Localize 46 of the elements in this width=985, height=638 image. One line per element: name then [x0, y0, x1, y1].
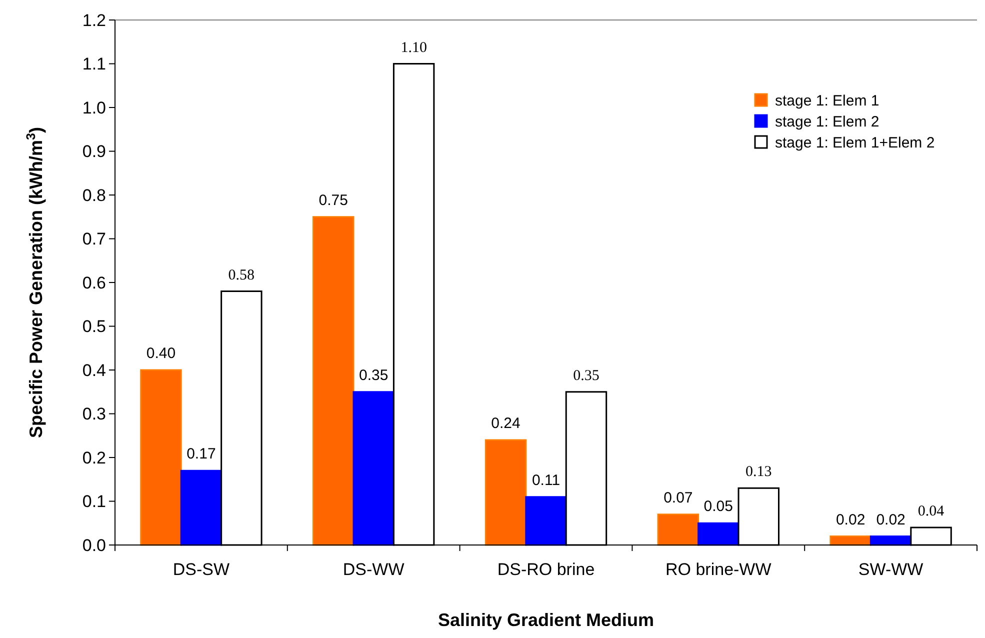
y-tick-label: 0.4 — [82, 360, 106, 380]
y-tick-label: 0.2 — [82, 448, 106, 468]
y-tick-label: 1.0 — [82, 98, 106, 118]
data-label: 0.05 — [704, 498, 733, 516]
y-tick-label: 0.1 — [82, 492, 106, 512]
bar — [180, 470, 222, 546]
bar — [657, 514, 700, 546]
bar — [352, 391, 394, 546]
data-label: 0.24 — [491, 415, 520, 432]
x-tick-label: DS-WW — [342, 560, 404, 579]
y-tick-label: 0.3 — [82, 404, 106, 424]
bar — [484, 439, 527, 546]
data-label: 0.02 — [876, 511, 906, 528]
legend-label: stage 1: Elem 1 — [775, 92, 880, 110]
data-label: 0.13 — [746, 464, 772, 480]
bar — [525, 496, 567, 546]
bar — [830, 536, 872, 546]
y-tick-label: 0.7 — [82, 230, 106, 249]
y-tick-label: 0.0 — [82, 536, 106, 555]
data-label: 1.10 — [400, 40, 427, 56]
x-tick-label: DS-SW — [172, 560, 230, 579]
data-label: 0.40 — [146, 345, 176, 362]
y-tick-label: 0.9 — [82, 142, 106, 162]
x-tick-label: DS-RO brine — [497, 560, 595, 579]
bar — [312, 216, 354, 546]
data-label: 0.35 — [359, 366, 388, 384]
y-tick-label: 0.6 — [82, 273, 106, 292]
data-label: 0.04 — [918, 504, 945, 520]
data-label: 0.75 — [318, 192, 348, 209]
data-label: 0.58 — [228, 267, 255, 284]
data-label: 0.11 — [532, 472, 560, 489]
data-label: 0.02 — [836, 511, 866, 528]
x-tick-label: SW-WW — [858, 560, 924, 579]
legend-label: stage 1: Elem 1+Elem 2 — [775, 134, 935, 152]
legend-label: stage 1: Elem 2 — [775, 113, 880, 130]
bar — [698, 522, 740, 546]
y-tick-label: 0.5 — [82, 317, 106, 336]
y-tick-label: 1.2 — [82, 10, 106, 30]
y-tick-label: 0.8 — [82, 186, 106, 205]
bar — [140, 369, 182, 546]
data-label: 0.07 — [664, 489, 693, 506]
data-label: 0.35 — [573, 368, 600, 384]
x-tick-label: RO brine-WW — [666, 560, 772, 579]
data-label: 0.17 — [186, 446, 216, 463]
x-axis-title: Salinity Gradient Medium — [438, 610, 654, 630]
y-tick-label: 1.1 — [82, 54, 106, 74]
